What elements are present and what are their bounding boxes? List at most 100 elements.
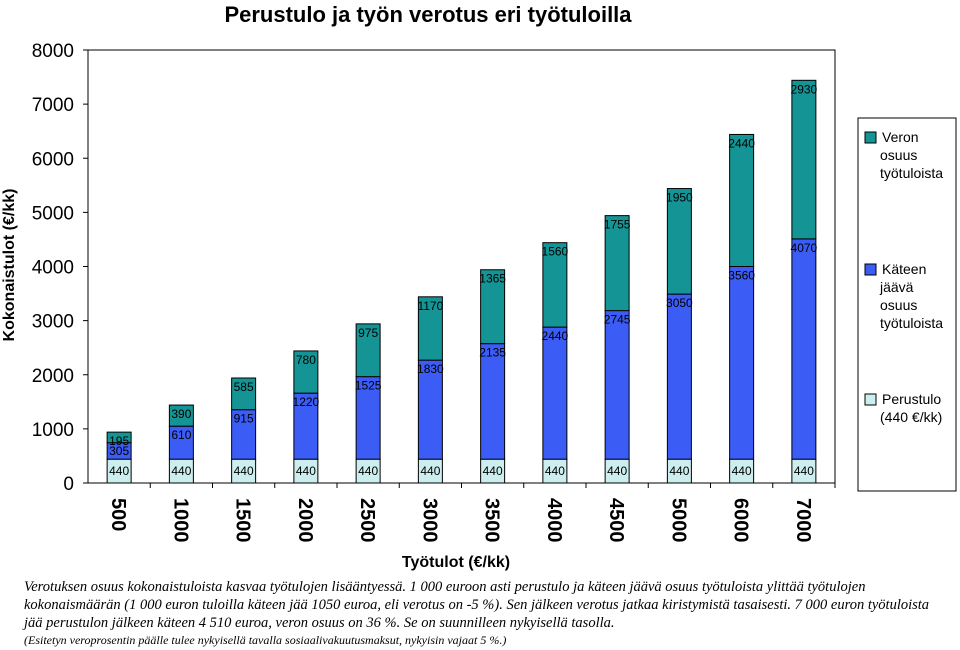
- bar-segment: [106, 431, 132, 444]
- legend-swatch: [864, 393, 877, 406]
- x-tick-label: 3000: [418, 498, 440, 543]
- bar-segment: [231, 409, 257, 460]
- y-tick-label: 8000: [32, 41, 74, 62]
- data-label: 4070: [791, 241, 818, 255]
- x-tick-label: 1000: [169, 498, 191, 543]
- data-label: 3560: [728, 269, 755, 283]
- data-label: 1365: [479, 272, 506, 286]
- data-label: 1830: [417, 362, 444, 376]
- data-label: 390: [171, 407, 191, 421]
- bar-segment: [293, 350, 319, 394]
- y-tick-label: 4000: [32, 258, 74, 279]
- data-label: 1220: [293, 395, 320, 409]
- data-label: 440: [171, 464, 191, 478]
- legend-label: Perustulo: [882, 391, 941, 407]
- data-label: 440: [109, 464, 129, 478]
- bar-segment: [480, 269, 506, 345]
- bar-segment: [293, 392, 319, 460]
- y-tick-label: 2000: [32, 366, 74, 387]
- x-tick-label: 6000: [730, 498, 752, 543]
- x-tick-label: 3500: [481, 498, 503, 543]
- data-label: 610: [171, 428, 191, 442]
- data-label: 440: [607, 464, 627, 478]
- x-tick-label: 4500: [605, 498, 627, 543]
- y-tick-label: 5000: [32, 203, 74, 224]
- data-label: 440: [732, 464, 752, 478]
- data-label: 1755: [604, 218, 631, 232]
- data-label: 1560: [542, 245, 569, 259]
- x-tick-label: 4000: [543, 498, 565, 543]
- data-label: 1525: [355, 379, 382, 393]
- y-tick-label: 1000: [32, 420, 74, 441]
- bar-segment: [542, 242, 568, 328]
- chart-footnote: (Esitetyn veroprosentin päälle tulee nyk…: [24, 633, 507, 647]
- x-tick-label: 2000: [294, 498, 316, 543]
- x-tick-label: 2500: [356, 498, 378, 543]
- bar-segment: [666, 293, 692, 460]
- data-label: 440: [545, 464, 565, 478]
- data-label: 2745: [604, 313, 631, 327]
- y-tick-label: 0: [63, 474, 74, 495]
- legend-label: (440 €/kk): [880, 409, 942, 425]
- x-tick-label: 500: [107, 498, 129, 531]
- bar-segment: [604, 215, 630, 312]
- x-axis-title: Työtulot (€/kk): [402, 554, 510, 571]
- data-label: 2440: [728, 136, 755, 150]
- plot-frame: [87, 49, 836, 484]
- data-label: 440: [296, 464, 316, 478]
- y-tick-label: 3000: [32, 312, 74, 333]
- legend-label: osuus: [880, 297, 917, 313]
- legend-label: työtuloista: [880, 165, 943, 181]
- data-label: 975: [358, 326, 378, 340]
- bar-segment: [729, 133, 755, 267]
- legend-frame: [857, 117, 957, 492]
- chart-title: Perustulo ja työn verotus eri työtuloill…: [224, 2, 632, 27]
- data-label: 780: [296, 353, 316, 367]
- data-label: 1170: [417, 299, 443, 313]
- y-tick-label: 6000: [32, 149, 74, 170]
- legend-label: Käteen: [882, 261, 926, 277]
- bar-segment: [604, 310, 630, 460]
- bar-segment: [168, 425, 194, 460]
- bar-segment: [480, 343, 506, 460]
- bar-segment: [542, 326, 568, 460]
- legend-label: jäävä: [879, 279, 914, 295]
- legend: Veron osuus työtuloista Käteen jäävä osuus työ…: [857, 117, 957, 492]
- bar-segment: [417, 359, 443, 460]
- x-tick-label: 7000: [792, 498, 814, 543]
- bar-segment: [168, 404, 194, 427]
- data-label: 3050: [666, 296, 693, 310]
- data-label: 2440: [542, 329, 569, 343]
- legend-label: osuus: [880, 147, 917, 163]
- chart-caption: Verotuksen osuus kokonaistuloista kasvaa…: [24, 579, 930, 631]
- x-tick-label: 5000: [667, 498, 689, 543]
- bar-segment: [666, 188, 692, 295]
- data-label: 440: [234, 464, 254, 478]
- data-label: 440: [669, 464, 689, 478]
- data-label: 2930: [791, 82, 818, 96]
- data-label: 440: [420, 464, 440, 478]
- bar-segment: [355, 376, 381, 460]
- data-label: 305: [109, 444, 129, 458]
- legend-swatch: [864, 263, 877, 276]
- bar-segment: [791, 79, 817, 240]
- bar-segment: [729, 266, 755, 460]
- y-tick-label: 7000: [32, 95, 74, 116]
- data-label: 2135: [479, 346, 506, 360]
- data-label: 585: [234, 380, 254, 394]
- stacked-bar-chart: Perustulo ja työn verotus eri työtuloill…: [1, 2, 957, 571]
- data-label: 195: [109, 434, 129, 448]
- data-label: 440: [358, 464, 378, 478]
- legend-label: työtuloista: [880, 315, 943, 331]
- bar-segment: [791, 238, 817, 460]
- x-tick-label: 1500: [232, 498, 254, 543]
- data-label: 915: [234, 412, 254, 426]
- legend-swatch: [864, 131, 877, 144]
- plot-area: 0100020003000400050006000700080004403051…: [32, 41, 836, 543]
- bar-segment: [231, 377, 257, 411]
- bar-segment: [355, 323, 381, 378]
- bar-segment: [417, 296, 443, 361]
- y-axis-title: Kokonaistulot (€/kk): [1, 189, 18, 342]
- data-label: 440: [794, 464, 814, 478]
- data-label: 1950: [666, 191, 693, 205]
